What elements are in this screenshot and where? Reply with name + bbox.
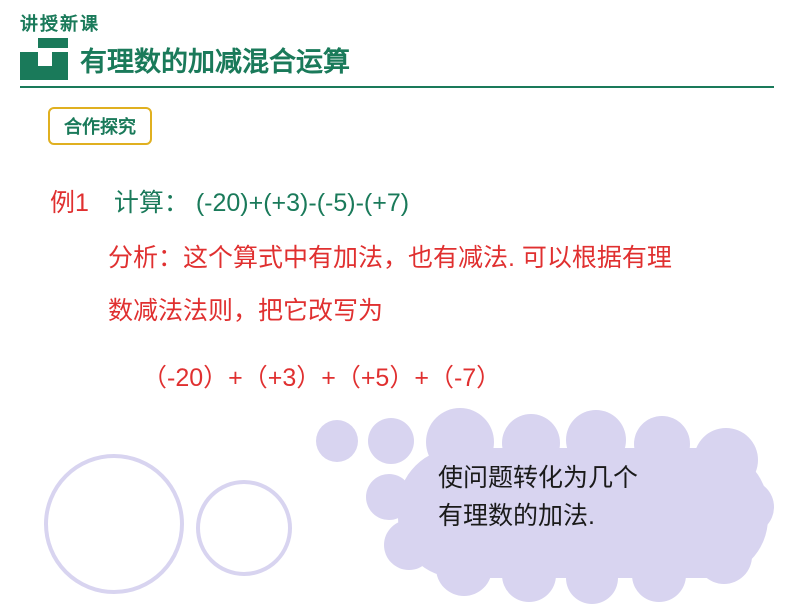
cooperation-box: 合作探究 [48, 107, 152, 145]
title-row: 有理数的加减混合运算 [20, 38, 350, 80]
expression: (-20)+(+3)-(-5)-(+7) [196, 189, 409, 217]
example-line: 例1 计算： (-20)+(+3)-(-5)-(+7) [50, 183, 409, 219]
decor-circle-small [196, 480, 292, 576]
cooperation-label: 合作探究 [64, 117, 136, 137]
cloud-line2: 有理数的加法. [438, 502, 595, 530]
cloud-line1: 使问题转化为几个 [438, 464, 638, 492]
cloud-text: 使问题转化为几个 有理数的加法. [438, 460, 638, 535]
lecture-label: 讲授新课 [20, 10, 100, 36]
analysis-text: 分析：这个算式中有加法，也有减法. 可以根据有理数减法法则，把它改写为 [108, 232, 688, 337]
title-icon [20, 38, 68, 80]
page-title: 有理数的加减混合运算 [80, 40, 350, 79]
example-number: 例1 [50, 189, 89, 217]
rewrite-expression: （-20）+（+3）+（+5）+（-7） [142, 358, 501, 394]
title-underline [20, 86, 774, 88]
decor-circle-large [44, 454, 184, 594]
calc-label: 计算： [114, 189, 189, 217]
